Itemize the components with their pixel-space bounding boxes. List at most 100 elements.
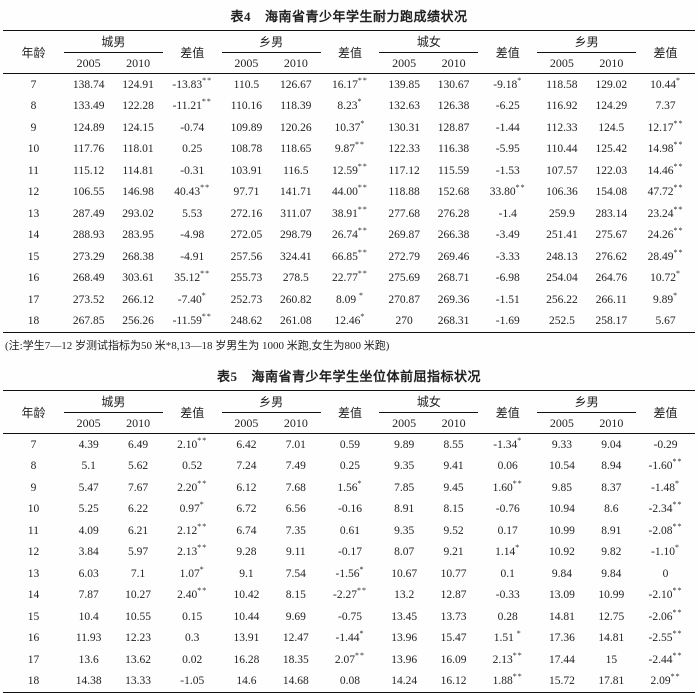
diff-cell: 2.12** [177, 521, 208, 537]
table-row: 17 13.6 13.62 0.02 16.28 18.35 2.07** 13.96 16.0… [3, 649, 695, 671]
table-row: 14 288.93 283.95 -4.98 272.05 298.79 26.74** 26… [3, 225, 695, 247]
year-value-cell: 103.91 [230, 164, 263, 177]
year-value-cell: 16.28 [233, 653, 260, 666]
diff-cell: 8.23* [337, 97, 363, 113]
year-value-cell: 14.81 [548, 610, 575, 623]
table-row: 14 7.87 10.27 2.40** 10.42 8.15 -2.27** 13.2 12.… [3, 585, 695, 607]
diff-cell: 14.98** [647, 140, 684, 156]
year-value-cell: 11.93 [75, 632, 102, 645]
year-value-cell: 273.29 [72, 250, 105, 263]
year-value-cell: 118.65 [280, 143, 312, 156]
year-value-cell: 6.21 [128, 524, 149, 537]
year-value-cell: 261.08 [280, 315, 312, 328]
diff-cell: -1.69 [495, 315, 520, 328]
year-value-cell: 10.4 [78, 610, 99, 623]
year-value-cell: 8.37 [601, 481, 622, 494]
diff-cell: 12.59** [332, 161, 368, 177]
year-value-cell: 5.25 [78, 503, 99, 516]
diff-cell: -1.56* [335, 564, 365, 580]
diff-cell: 0.59 [339, 438, 361, 451]
table-row: 15 10.4 10.55 0.15 10.44 9.69 -0.75 13.45 13.73 0… [3, 606, 695, 628]
table-row: 12 106.55 146.98 40.43** 97.71 141.71 44.00** 1… [3, 182, 695, 204]
diff-cell: -1.4 [498, 207, 517, 220]
year-value-cell: 270.87 [388, 293, 420, 306]
year-value-cell: 116.5 [283, 164, 309, 177]
year-value-cell: 110.16 [230, 100, 262, 113]
year-value-cell: 288.93 [72, 229, 105, 242]
year-value-cell: 10.54 [548, 460, 575, 473]
diff-cell: 2.10** [177, 435, 208, 451]
diff-cell: 26.74** [332, 226, 368, 242]
year-header: 2010 [428, 412, 479, 434]
year-value-cell: 276.62 [595, 250, 628, 263]
year-value-cell: 255.73 [230, 272, 263, 285]
year-header: 2010 [586, 412, 637, 434]
year-value-cell: 7.24 [236, 460, 257, 473]
age-column-header: 年龄 [3, 31, 64, 74]
year-value-cell: 7.35 [285, 524, 306, 537]
year-value-cell: 13.2 [394, 589, 415, 602]
year-value-cell: 9.41 [443, 460, 464, 473]
diff-cell: -1.34* [493, 435, 523, 451]
year-value-cell: 109.89 [230, 121, 263, 134]
age-cell: 16 [27, 272, 40, 285]
year-value-cell: 13.45 [391, 610, 418, 623]
year-value-cell: 7.68 [285, 481, 306, 494]
year-value-cell: 6.03 [78, 567, 99, 580]
year-value-cell: 17.36 [548, 632, 575, 645]
year-value-cell: 8.15 [443, 503, 464, 516]
year-value-cell: 13.6 [78, 653, 99, 666]
year-value-cell: 115.59 [437, 164, 470, 177]
year-value-cell: 130.67 [437, 78, 470, 91]
year-value-cell: 122.33 [388, 143, 420, 156]
diff-cell: -0.74 [180, 121, 205, 134]
year-value-cell: 7.1 [130, 567, 146, 580]
diff-cell: -0.33 [495, 589, 520, 602]
diff-cell: -7.40* [177, 290, 207, 306]
year-value-cell: 3.84 [78, 546, 99, 559]
table5-title-text: 海南省青少年学生坐位体前屈指标状况 [251, 369, 482, 384]
year-value-cell: 12.47 [282, 632, 309, 645]
year-value-cell: 9.1 [239, 567, 254, 580]
age-cell: 7 [30, 78, 37, 91]
year-value-cell: 5.97 [128, 546, 149, 559]
year-value-cell: 7.54 [285, 567, 306, 580]
diff-cell: 0.15 [182, 610, 203, 623]
diff-cell: 38.91** [332, 204, 368, 220]
year-value-cell: 252.5 [548, 315, 575, 328]
group-header: 乡男 [537, 31, 637, 53]
table4-title: 表4 海南省青少年学生耐力跑成绩状况 [3, 2, 695, 30]
year-value-cell: 9.45 [443, 481, 464, 494]
age-cell: 9 [30, 121, 37, 134]
diff-cell: -0.31 [180, 164, 205, 177]
year-value-cell: 10.67 [391, 567, 418, 580]
diff-cell: -0.76 [495, 503, 520, 516]
year-value-cell: 9.69 [285, 610, 306, 623]
table-row: 9 5.47 7.67 2.20** 6.12 7.68 1.56* 7.85 9.45 1.60… [3, 477, 695, 499]
year-value-cell: 154.08 [595, 186, 628, 199]
year-value-cell: 9.35 [394, 460, 415, 473]
year-value-cell: 141.71 [280, 186, 312, 199]
age-cell: 13 [27, 567, 40, 580]
year-value-cell: 4.09 [78, 524, 99, 537]
header-row-years: 2005 2010 2005 2010 2005 2010 2005 2010 [3, 412, 695, 434]
year-value-cell: 124.15 [122, 121, 154, 134]
age-cell: 14 [27, 229, 40, 242]
year-value-cell: 270 [395, 315, 413, 328]
year-value-cell: 6.72 [236, 503, 257, 516]
diff-cell: -1.51 [495, 293, 520, 306]
year-header: 2005 [537, 52, 587, 74]
table-row: 13 287.49 293.02 5.53 272.16 311.07 38.91** 277… [3, 203, 695, 225]
year-value-cell: 6.42 [236, 438, 257, 451]
age-cell: 17 [27, 293, 40, 306]
age-cell: 12 [27, 546, 40, 559]
year-value-cell: 97.71 [233, 186, 260, 199]
year-value-cell: 7.01 [285, 438, 306, 451]
diff-cell: -2.44** [648, 650, 683, 666]
table5-label: 表5 [216, 369, 238, 384]
diff-cell: 1.51 * [493, 629, 522, 645]
diff-cell: -11.59** [172, 312, 212, 328]
year-value-cell: 298.79 [280, 229, 312, 242]
year-value-cell: 6.74 [236, 524, 257, 537]
year-value-cell: 118.58 [546, 78, 578, 91]
